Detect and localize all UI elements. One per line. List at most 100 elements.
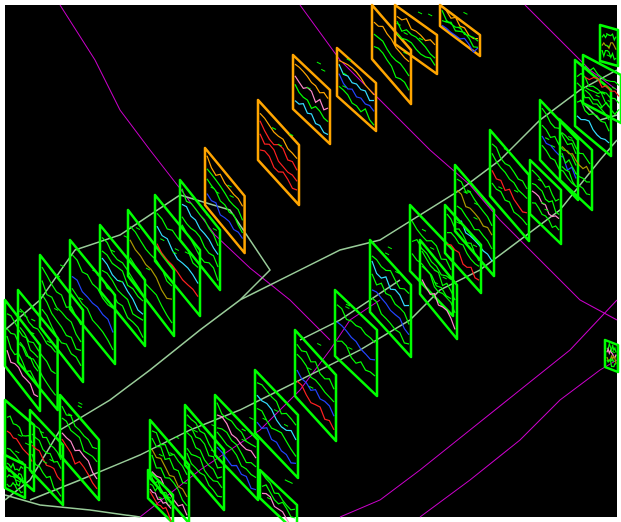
profile-line: [6, 462, 24, 472]
annotation-tick: [568, 135, 573, 139]
annotation-tick: [544, 137, 550, 141]
profile-line: [101, 269, 144, 321]
profile-line: [6, 467, 24, 480]
profile-line: [19, 327, 56, 375]
frame-border: [253, 368, 300, 480]
annotation-tick: [46, 340, 51, 344]
annotation-tick: [403, 32, 408, 35]
profile-line: [186, 424, 223, 469]
annotation-tick: [212, 227, 218, 231]
annotation-tick: [241, 438, 246, 442]
profile-line: [256, 407, 297, 457]
section-frame: [418, 238, 459, 341]
profile-line: [149, 491, 172, 522]
annotation-tick: [31, 318, 36, 322]
profile-line: [181, 188, 219, 247]
profile-line: [151, 437, 188, 484]
section-frame: [488, 128, 531, 243]
profile-line: [456, 178, 493, 227]
profile-line: [6, 335, 39, 386]
profile-line: [421, 250, 456, 301]
profile-line: [129, 239, 173, 300]
annotation-tick: [442, 276, 447, 280]
profile-line: [186, 452, 223, 498]
annotation-tick: [24, 442, 30, 446]
profile-line: [338, 85, 375, 126]
profile-line: [491, 143, 528, 190]
section-frame: [98, 223, 147, 348]
profile-line: [584, 89, 620, 116]
section-frame: [28, 408, 65, 507]
section-frame: [3, 298, 42, 413]
annotation-tick: [53, 307, 59, 311]
annotation-tick: [540, 201, 546, 205]
annotation-tick: [277, 143, 283, 147]
annotation-tick: [266, 496, 272, 500]
profile-line: [216, 402, 257, 448]
section-frame: [453, 163, 496, 278]
profile-line: [421, 279, 456, 330]
section-frame: [126, 208, 176, 338]
profile-line: [531, 202, 560, 231]
profile-line: [156, 243, 199, 297]
annotation-tick: [110, 249, 116, 253]
annotation-tick: [59, 264, 65, 268]
annotation-tick: [418, 37, 424, 41]
profile-line: [338, 73, 375, 112]
frame-border: [603, 338, 620, 374]
annotation-tick: [288, 481, 293, 484]
profile-line: [396, 15, 436, 46]
frame-border: [528, 158, 563, 246]
annotation-tick: [184, 251, 190, 255]
profile-line: [411, 238, 452, 280]
frame-border: [335, 46, 378, 133]
frame-border: [443, 203, 483, 295]
profile-line: [456, 189, 493, 236]
annotation-tick: [342, 85, 347, 89]
profile-line: [31, 444, 62, 481]
profile-line: [294, 84, 329, 123]
highlighted-section-frame: [393, 3, 439, 76]
annotation-tick: [49, 458, 54, 462]
annotation-tick: [15, 483, 21, 487]
profile-line: [446, 243, 480, 281]
annotation-tick: [158, 496, 163, 500]
profile-line: [261, 492, 290, 522]
profile-line: [373, 33, 410, 77]
frame-border: [488, 128, 531, 243]
frame-border: [178, 178, 222, 292]
annotation-tick: [609, 359, 615, 363]
annotation-tick: [284, 479, 290, 483]
annotation-tick: [55, 274, 61, 278]
frame-border: [3, 453, 27, 500]
profile-line: [491, 182, 528, 226]
annotation-tick: [537, 178, 543, 182]
annotation-tick: [611, 86, 617, 90]
profile-line: [151, 449, 188, 498]
section-frame: [598, 23, 620, 68]
annotation-tick: [577, 128, 582, 131]
profile-line: [61, 405, 98, 450]
annotation-tick: [153, 481, 158, 485]
profile-line: [531, 190, 560, 220]
profile-line: [151, 430, 188, 476]
profile-line: [561, 145, 591, 174]
highlighted-section-frame: [291, 53, 332, 146]
annotation-tick: [15, 479, 21, 483]
profile-line: [261, 472, 296, 511]
profile-line: [371, 260, 410, 307]
section-frame: [153, 193, 202, 318]
profile-line: [206, 178, 244, 234]
profile-line: [216, 431, 257, 479]
profile-line: [41, 294, 82, 352]
section-frame: [58, 393, 101, 502]
profile-line: [216, 446, 257, 491]
profile-line: [296, 353, 335, 403]
frame-border: [213, 393, 260, 502]
annotation-tick: [606, 54, 611, 58]
profile-line: [181, 216, 219, 268]
annotation-tick: [498, 186, 503, 190]
profile-line: [181, 224, 219, 281]
